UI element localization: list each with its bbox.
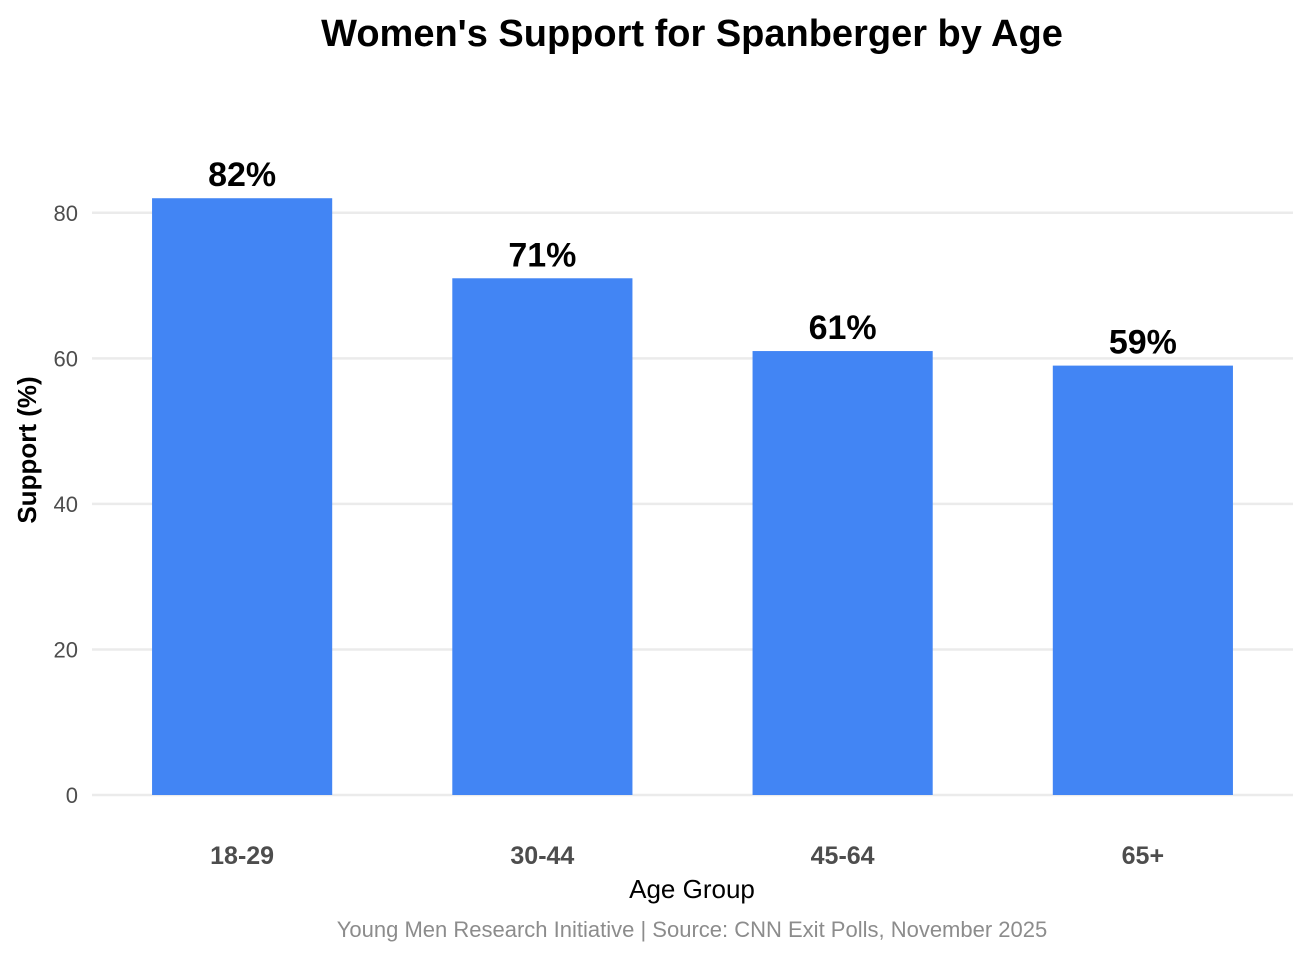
data-label: 59% <box>1109 324 1177 362</box>
chart-caption: Young Men Research Initiative | Source: … <box>337 917 1047 942</box>
x-tick-label: 45-64 <box>811 842 875 870</box>
bar-18-29 <box>152 198 333 795</box>
bar-30-44 <box>452 278 633 795</box>
x-tick-label: 65+ <box>1122 842 1164 870</box>
data-label: 71% <box>508 236 576 274</box>
y-tick-layer: 0 20 40 60 80 <box>54 201 78 808</box>
bar-65+ <box>1052 365 1233 795</box>
x-tick-label: 18-29 <box>210 842 274 870</box>
bar-layer <box>152 198 1233 795</box>
x-tick-layer: 18-29 30-44 45-64 65+ <box>210 842 1164 870</box>
y-tick-label: 0 <box>66 783 78 808</box>
bar-45-64 <box>752 351 933 795</box>
y-tick-label: 20 <box>54 637 78 662</box>
y-tick-label: 60 <box>54 346 78 371</box>
data-label-layer: 82% 71% 61% 59% <box>208 156 1177 361</box>
data-label: 61% <box>809 309 877 347</box>
chart-title: Women's Support for Spanberger by Age <box>321 13 1063 55</box>
y-tick-label: 40 <box>54 492 78 517</box>
y-axis-title: Support (%) <box>12 376 42 523</box>
y-tick-label: 80 <box>54 201 78 226</box>
x-axis-title: Age Group <box>629 874 755 904</box>
x-tick-label: 30-44 <box>510 842 574 870</box>
data-label: 82% <box>208 156 276 194</box>
